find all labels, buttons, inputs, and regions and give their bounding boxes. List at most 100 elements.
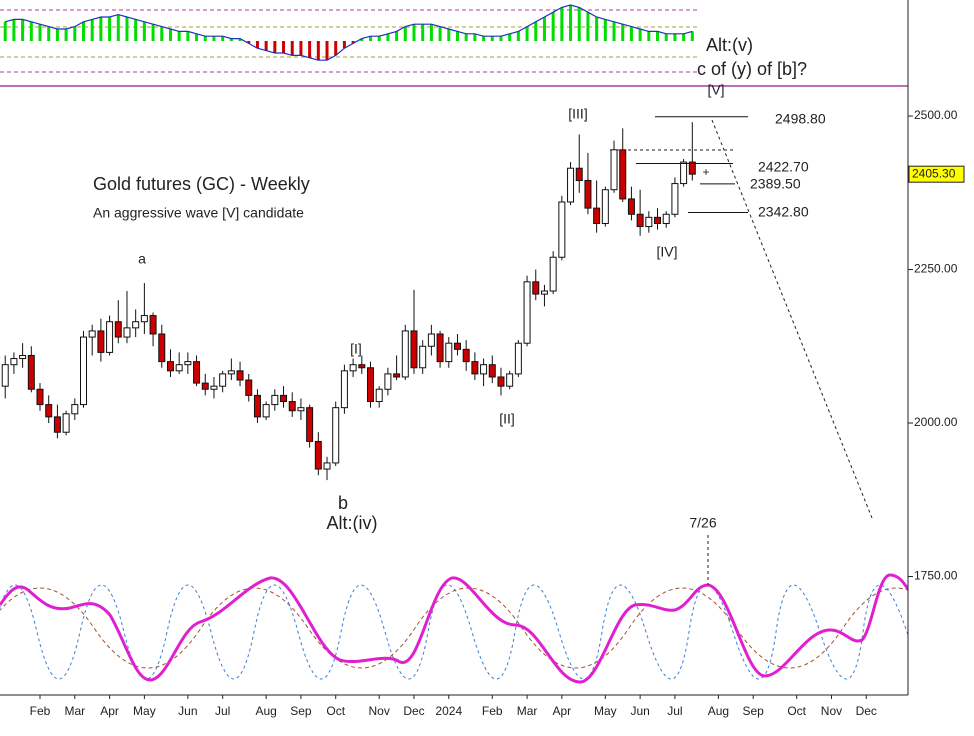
x-tick-label: Dec [403,704,424,718]
annotation: a [138,251,146,267]
oscillator-bar [612,21,616,41]
candle-body [453,342,461,350]
candle-body [497,376,505,387]
oscillator-bar [316,41,320,61]
candle-body [193,361,201,384]
candle-body [480,364,488,375]
annotation: [II] [499,411,515,427]
oscillator-bar [99,17,103,41]
candle-body [445,342,453,363]
oscillator-bar [351,41,355,44]
candle-body [27,354,35,390]
oscillator [3,4,694,61]
candle-body [175,364,183,372]
candle-body [393,373,401,378]
oscillator-bar [412,24,416,41]
oscillator-bar [525,26,529,41]
x-tick-label: Feb [30,704,51,718]
x-tick-label: Jul [215,704,230,718]
candle-body [636,213,644,228]
oscillator-bar [429,24,433,41]
x-tick-label: Mar [64,704,85,718]
oscillator-bar [12,19,16,41]
oscillator-bar [490,36,494,41]
candle-body [558,201,566,258]
annotation: Alt:(iv) [327,513,378,533]
y-tick-label: 2500.00 [914,108,958,122]
oscillator-bar [247,41,251,44]
oscillator-bar [160,26,164,41]
oscillator-bar [464,33,468,41]
x-tick-label: Jun [630,704,649,718]
candle-body [114,321,122,338]
level-label: 2498.80 [775,111,826,127]
annotation: b [338,493,348,513]
oscillator-bar [673,33,677,41]
oscillator-bar [212,36,216,41]
candle-body [549,256,557,292]
oscillator-bar [125,17,129,41]
candle-body [253,394,261,418]
candle-body [419,345,427,369]
oscillator-bar [299,41,303,56]
x-tick-label: Dec [856,704,877,718]
oscillator-bar [629,26,633,41]
candle-body [358,364,366,369]
candle-body [62,413,70,433]
oscillator-bar [342,41,346,49]
candle-body [201,382,209,390]
x-tick-label: Sep [743,704,765,718]
candle-body [97,330,105,353]
oscillator-bar [142,21,146,41]
candle-body [488,364,496,378]
y-tick-label: 1750.00 [914,569,958,583]
candle-body [10,358,18,366]
oscillator-bar [308,41,312,58]
oscillator-bar [3,21,7,41]
candle-body [227,370,235,375]
candle-body [53,416,61,433]
x-tick-label: Feb [482,704,503,718]
oscillator-bar [325,41,329,61]
candle-body [593,207,601,224]
oscillator-bar [595,17,599,41]
x-tick-label: Oct [326,704,345,718]
candle-body [271,394,279,406]
oscillator-bar [586,12,590,41]
y-tick-label: 2000.00 [914,415,958,429]
candle-body [375,388,383,403]
oscillator-bar [55,29,59,41]
candle-body [219,373,227,387]
candle-body [567,167,575,203]
oscillator-bar [455,31,459,41]
candle-body [671,183,679,215]
candle-body [584,180,592,209]
candle-body [436,333,444,363]
oscillator-bar [473,33,477,41]
candle-body [540,290,548,295]
candle-body [166,361,174,372]
oscillator-bar [664,33,668,41]
oscillator-bar [577,7,581,41]
oscillator-bar [334,41,338,56]
candle-body [532,281,540,295]
candle-body [410,330,418,369]
oscillator-bar [690,31,694,41]
candle-body [184,361,192,366]
oscillator-bar [168,29,172,41]
candle-body [45,404,53,418]
oscillator-bar [682,33,686,41]
y-tick-label: 2250.00 [914,262,958,276]
oscillator-bar [151,24,155,41]
oscillator-bar [116,14,120,41]
oscillator-bar [560,7,564,41]
last-price-label: 2405.30 [912,166,956,180]
candle-body [462,348,470,363]
candles [1,122,696,481]
candle-body [306,407,314,442]
oscillator-bar [482,36,486,41]
oscillator-bar [229,38,233,41]
oscillator-bar [47,26,51,41]
oscillator-bar [177,31,181,41]
